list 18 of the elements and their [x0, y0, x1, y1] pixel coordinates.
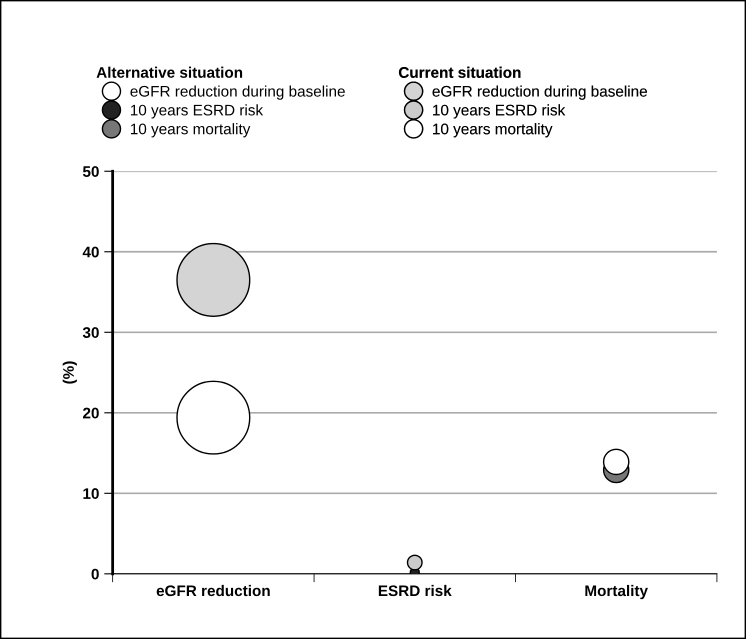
y-tick-label: 0: [92, 568, 99, 580]
y-axis-title: (%): [62, 361, 77, 384]
y-tick-label: 10: [83, 488, 99, 499]
y-tick-label: 20: [82, 408, 99, 418]
text: Current situation: [398, 66, 520, 78]
y-tick-label: 40: [82, 246, 99, 258]
text: Alternative situation: [96, 66, 242, 78]
legend-label: 10 years ESRD risk: [130, 104, 264, 119]
y-tick-label: 50: [82, 166, 99, 177]
x-tick-label: ESRD risk: [378, 584, 452, 596]
legend-label: 10 years mortality: [433, 123, 552, 138]
x-tick-label: eGFR reduction: [156, 584, 270, 596]
legend-label: eGFR reduction during baseline: [432, 85, 647, 100]
y-tick-label: 30: [82, 327, 99, 338]
legend-label: 10 years ESRD risk: [433, 104, 566, 119]
legend-label: eGFR reduction during baseline: [130, 85, 345, 100]
legend-label: 10 years mortality: [130, 123, 250, 138]
x-tick-label: Mortality: [585, 584, 648, 600]
